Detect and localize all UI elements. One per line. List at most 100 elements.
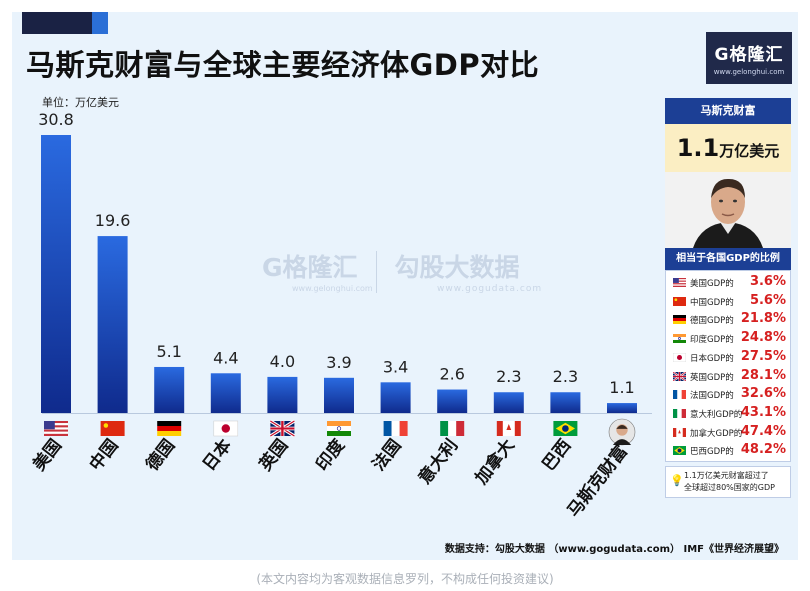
chart-title: 马斯克财富与全球主要经济体GDP对比 [26,48,540,82]
note-line-1: 1.1万亿美元财富超过了 [684,471,769,480]
bar-br [550,392,581,413]
de-flag-icon [157,421,182,436]
ratio-row: 日本GDP的 27.5% [666,349,792,367]
logo-text: G格隆汇 [714,45,784,65]
value-label-br: 2.3 [553,367,578,386]
category-label-us: 美国 [28,435,65,475]
ratio-label: 日本GDP的 [690,353,734,364]
bar-chart: 30.8 美国 19.6 中国 5.1 德国 4.4 日本 4.0 英国 3.9 印度 3.4 法国 2.6… [28,110,652,521]
uk-flag-icon [673,371,686,381]
bar-us [41,135,71,413]
br-flag-icon [553,421,578,436]
ratio-label: 美国GDP的 [690,279,734,289]
jp-flag-icon [673,352,686,362]
musk-wealth-panel: 马斯克财富 1.1万亿美元 相当于各国GDP的比例 美国GDP的 3.6% 中国GD… [665,98,791,498]
ratio-row: 意大利GDP的 43.1% [666,405,792,423]
ca-flag-icon [673,427,686,437]
us-flag-icon [673,278,686,287]
ratio-header: 相当于各国GDP的比例 [665,248,791,270]
logo-url: www.gelonghui.com [713,68,785,76]
ratio-row: 中国GDP的 5.6% [666,293,792,311]
it-flag-icon [673,408,686,418]
value-label-musk: 1.1 [609,378,634,397]
value-label-us: 30.8 [38,110,74,129]
cn-flag-icon [100,421,125,436]
ratio-value: 5.6% [749,292,786,308]
value-label-de: 5.1 [156,342,181,361]
ratio-value: 3.6% [749,274,786,289]
watermark: G格隆汇 勾股大数据 www.gelonghui.com www.gogudata… [262,248,541,294]
bar-ca [493,392,524,413]
infographic-card: 马斯克财富与全球主要经济体GDP对比 单位：万亿美元 G格隆汇 www.gelo… [12,12,798,560]
unit-label: 单位：万亿美元 [42,96,119,109]
fr-flag-icon [673,390,686,400]
value-label-ca: 2.3 [496,367,521,386]
gelonghui-logo: G格隆汇 www.gelonghui.com [706,32,792,84]
in-flag-icon [327,421,351,436]
watermark-url-2: www.gogudata.com [437,284,543,294]
us-flag-icon [44,421,68,436]
ratio-value: 43.1% [740,404,786,420]
category-label-musk: 马斯克财富 [563,441,632,521]
wealth-value: 1.1 [676,134,720,162]
ratio-row: 美国GDP的 3.6% [666,274,792,292]
header-accent-bar [22,12,92,34]
ratio-row: 印度GDP的 24.8% [666,330,792,348]
bar-de [154,366,185,413]
category-label-ca: 加拿大 [470,435,519,489]
ratio-label: 巴西GDP的 [690,447,734,458]
ratio-row: 加拿大GDP的 47.4% [666,424,792,442]
category-label-jp: 日本 [198,435,235,475]
in-flag-icon [673,334,686,344]
bar-fr [380,382,411,413]
ratio-value: 47.4% [740,423,786,439]
bar-musk [607,403,637,413]
ratio-label: 印度GDP的 [690,335,734,346]
category-label-fr: 法国 [368,435,405,475]
value-label-uk: 4.0 [270,352,295,371]
category-label-br: 巴西 [539,436,576,475]
musk-flag-icon [608,418,636,446]
value-label-it: 2.6 [439,365,464,384]
bar-jp [210,373,241,413]
watermark-brand-1: G格隆汇 [262,253,358,282]
watermark-brand-2: 勾股大数据 [394,253,520,282]
in-flag-icon [673,334,686,344]
de-flag-icon [673,315,686,325]
ratio-label: 意大利GDP的 [690,409,743,420]
cn-flag-icon [673,296,686,306]
bar-cn [97,236,128,413]
bar-in [324,377,354,413]
us-flag-icon [673,278,686,287]
disclaimer: (本文内容均为客观数据信息罗列，不构成任何投资建议) [256,572,554,586]
cn-flag-icon [673,296,686,306]
note-line-2: 全球超过80%国家的GDP [684,483,775,492]
ratio-value: 28.1% [740,367,786,383]
jp-flag-icon [213,420,239,437]
ratio-row: 德国GDP的 21.8% [666,311,792,329]
br-flag-icon [673,446,686,456]
value-label-in: 3.9 [326,353,351,372]
ratio-label: 德国GDP的 [690,316,734,327]
watermark-url-1: www.gelonghui.com [292,284,373,293]
it-flag-icon [673,408,686,418]
category-label-in: 印度 [311,434,349,475]
header-accent-bar-blue [92,12,108,34]
de-flag-icon [673,315,686,325]
uk-flag-icon [673,371,686,381]
portrait-illustration [665,172,791,248]
wealth-box: 1.1万亿美元 [665,124,791,172]
lightbulb-icon: 💡 [670,474,684,487]
fr-flag-icon [383,421,408,436]
ratio-row: 法国GDP的 32.6% [666,386,792,404]
ratio-value: 32.6% [740,386,786,402]
note-box: 💡 1.1万亿美元财富超过了 全球超过80%国家的GDP [665,466,791,498]
ratio-row: 巴西GDP的 48.2% [666,442,792,460]
ratio-label: 中国GDP的 [690,297,734,308]
ratio-row: 英国GDP的 28.1% [666,368,792,386]
category-label-de: 德国 [142,435,179,475]
it-flag-icon [440,421,465,436]
ratio-list: 美国GDP的 3.6% 中国GDP的 5.6% 德国GDP的 21.8% 印度GDP的 24.… [665,270,791,462]
fr-flag-icon [673,390,686,400]
ca-flag-icon [673,427,686,437]
